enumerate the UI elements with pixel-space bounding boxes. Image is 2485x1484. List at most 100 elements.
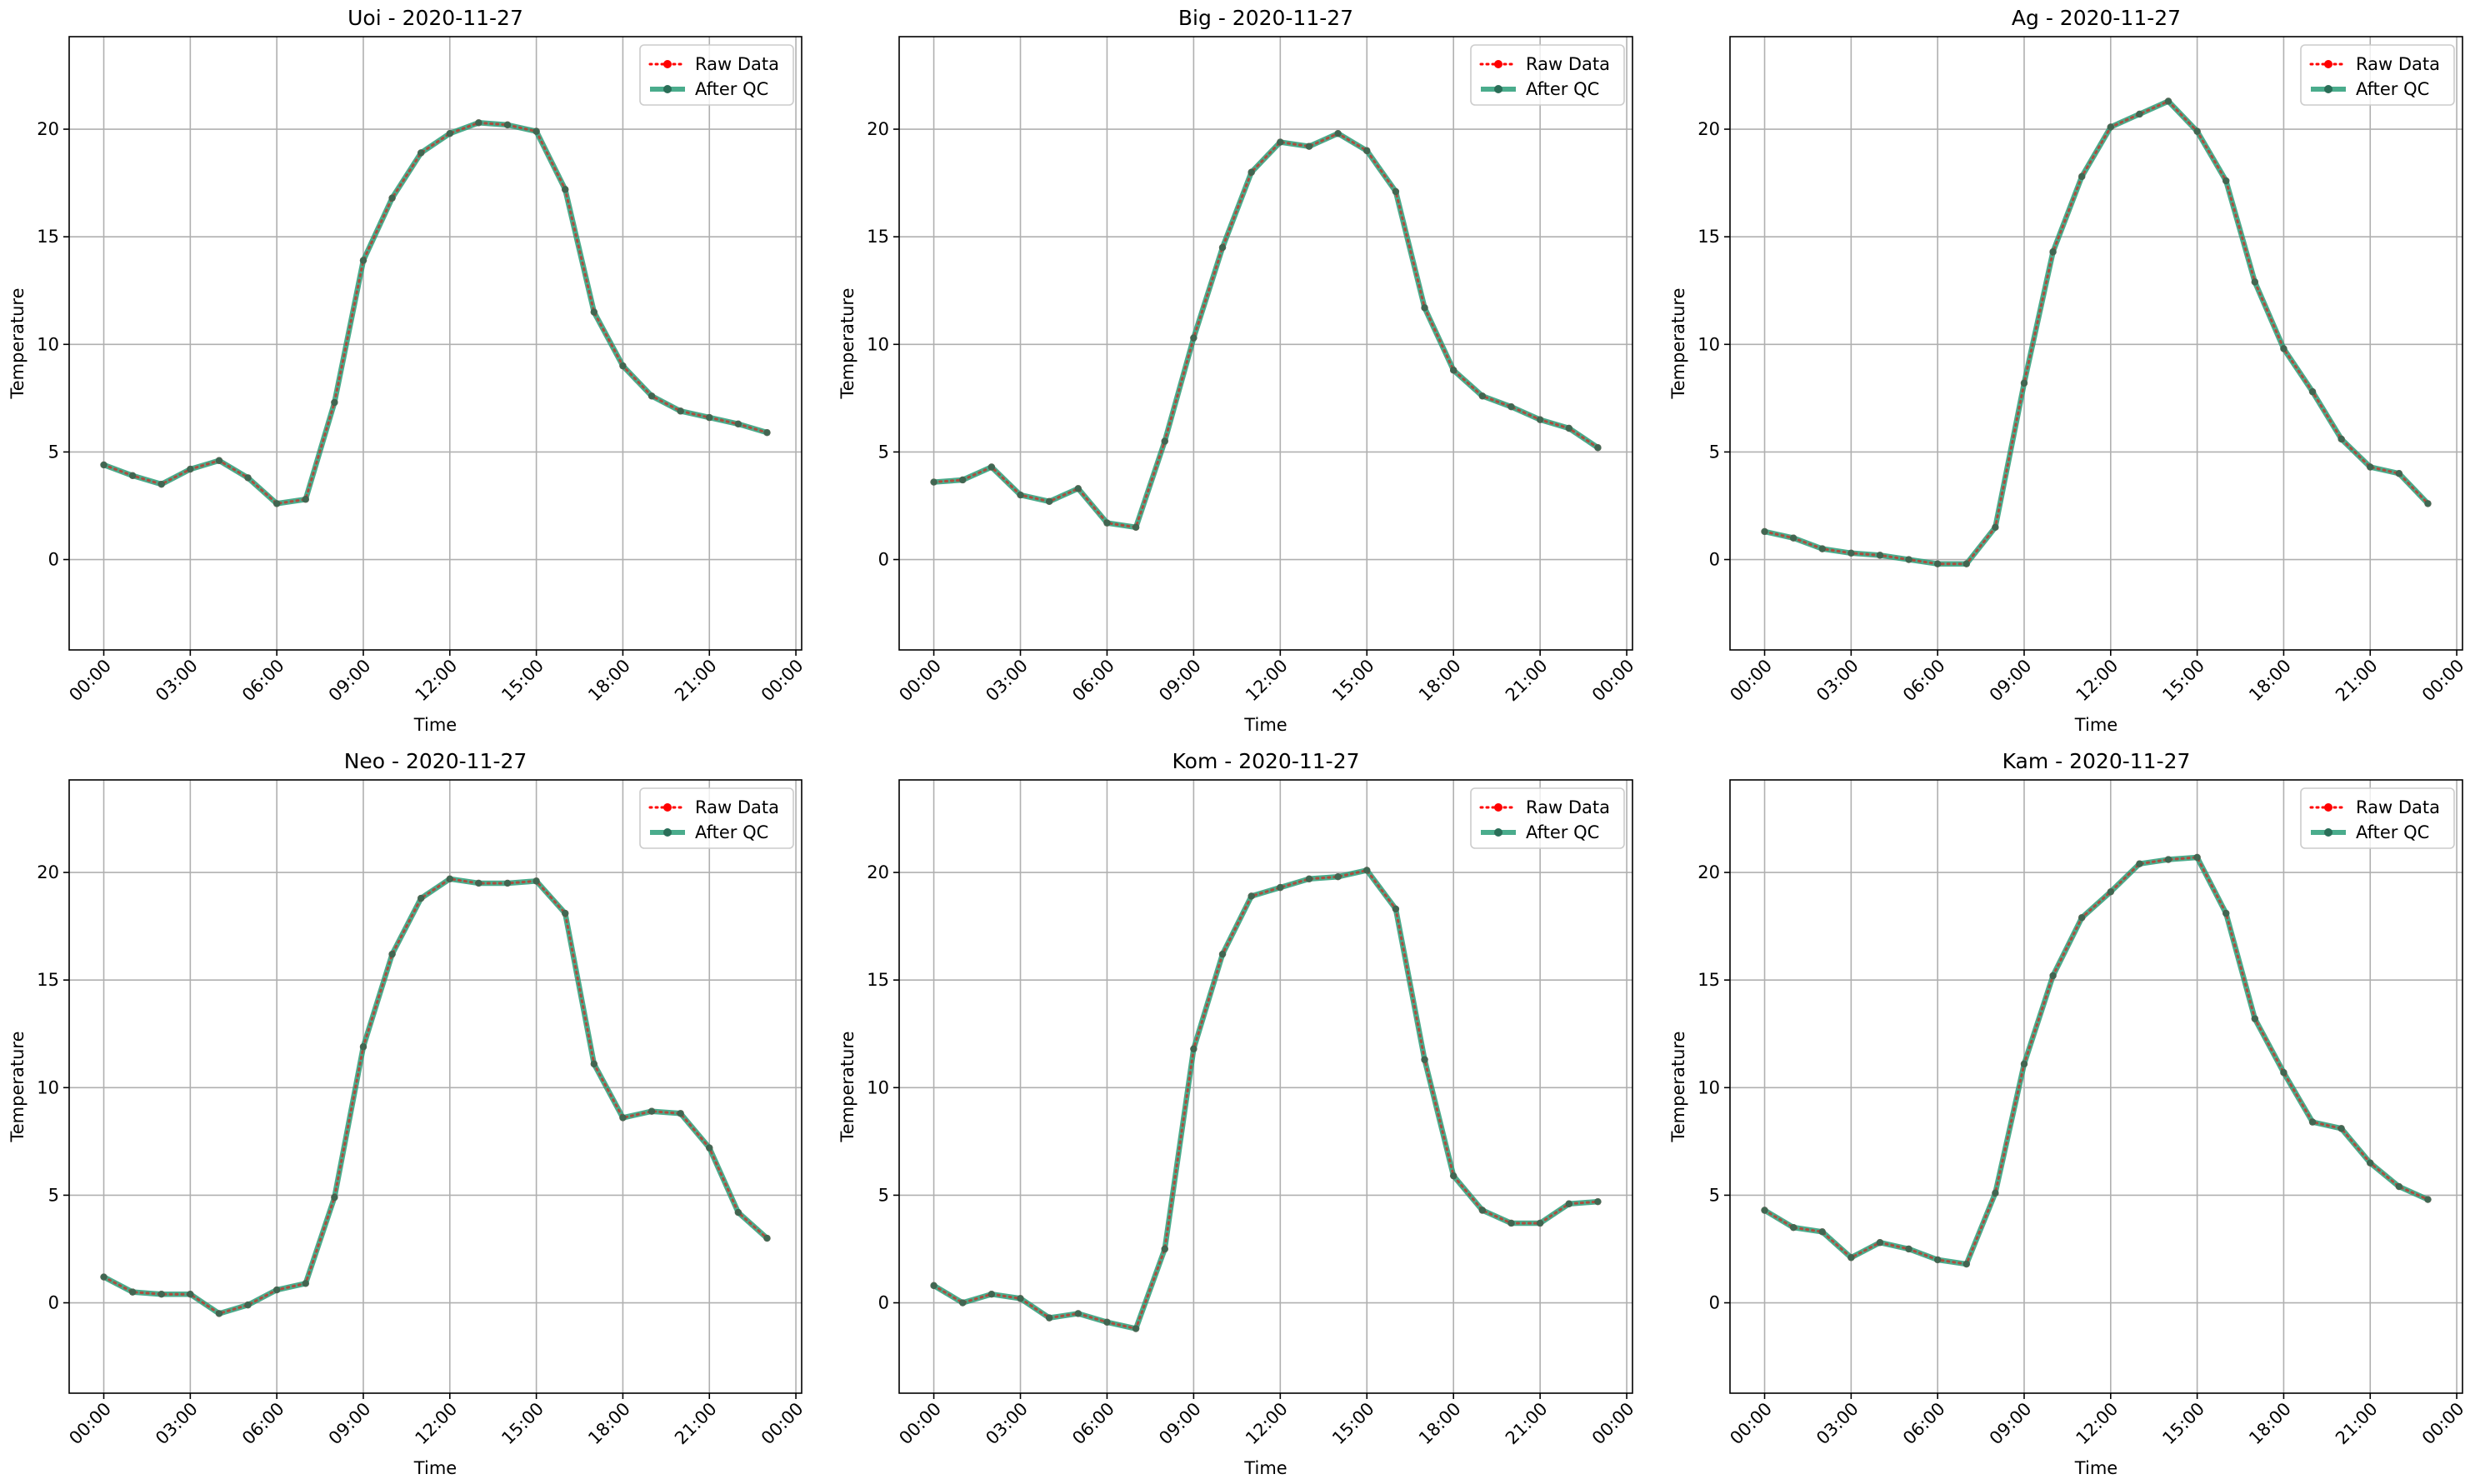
y-tick-label: 20 [37, 862, 59, 882]
after-qc-point [1508, 1219, 1515, 1227]
legend-marker-after-qc [1494, 828, 1502, 837]
after-qc-point [446, 130, 454, 137]
chart-title: Uoi - 2020-11-27 [348, 6, 523, 30]
after-qc-point [215, 1310, 223, 1317]
series-line-raw-data [102, 121, 768, 505]
after-qc-point [503, 879, 512, 887]
after-qc-point [988, 1291, 996, 1298]
x-tick-label: 09:00 [1155, 656, 1205, 706]
after-qc-point [930, 1282, 938, 1290]
after-qc-point [2164, 856, 2172, 863]
after-qc-point [2020, 379, 2028, 387]
grid [899, 780, 1632, 1393]
y-tick-label: 10 [37, 1077, 59, 1097]
after-qc-point [1848, 549, 1855, 557]
x-axis-label: Time [1243, 1458, 1287, 1478]
after-qc-point [1017, 491, 1024, 499]
x-tick-label: 06:00 [1899, 656, 1949, 706]
after-qc-point [1905, 1245, 1912, 1253]
x-tick-label: 18:00 [1415, 656, 1465, 706]
after-qc-point [1074, 1310, 1082, 1317]
after-qc-point [2338, 1125, 2345, 1132]
after-qc-point [1905, 556, 1912, 563]
x-tick-label: 00:00 [65, 1399, 115, 1449]
after-qc-point [475, 879, 482, 887]
after-qc-point [1334, 873, 1342, 881]
after-qc-point [1992, 523, 1999, 531]
legend: Raw Data After QC [1470, 787, 1625, 849]
y-tick-label: 10 [37, 334, 59, 354]
after-qc-point [959, 476, 967, 484]
after-qc-point [2280, 1069, 2288, 1077]
after-qc-point [2136, 110, 2143, 118]
after-qc-point [158, 480, 165, 488]
series-line-raw-data [932, 868, 1599, 1331]
after-qc-point [1045, 1314, 1053, 1322]
after-qc-point [187, 465, 194, 473]
after-qc-point [1594, 1197, 1602, 1206]
chart-title: Big - 2020-11-27 [1178, 6, 1353, 30]
grid [1730, 780, 2462, 1393]
y-tick-label: 0 [1709, 1293, 1720, 1313]
after-qc-point [446, 875, 454, 882]
after-qc-point [734, 420, 742, 428]
y-tick-label: 0 [48, 1293, 59, 1313]
legend: Raw Data After QC [639, 787, 794, 849]
x-tick-label: 03:00 [152, 656, 202, 706]
axes-frame [1729, 36, 2463, 651]
plot-area [930, 130, 1602, 531]
after-qc-point [562, 909, 569, 917]
series-line-raw-data [102, 877, 768, 1316]
legend-label-after-qc: After QC [2356, 822, 2429, 842]
after-qc-point [475, 119, 482, 127]
x-tick-label: 00:00 [2418, 656, 2468, 706]
after-qc-point [244, 474, 252, 482]
after-qc-point [417, 149, 425, 157]
x-tick-label: 03:00 [1812, 1399, 1862, 1449]
x-tick-label: 00:00 [2418, 1399, 2468, 1449]
after-qc-point [272, 500, 281, 507]
after-qc-point [1074, 485, 1082, 492]
y-tick-label: 10 [1698, 334, 1720, 354]
legend-marker-raw-data [1494, 60, 1502, 68]
after-qc-point [302, 496, 309, 503]
x-tick-label: 09:00 [325, 1399, 375, 1449]
y-tick-label: 10 [1698, 1077, 1720, 1097]
legend: Raw Data After QC [2300, 44, 2455, 106]
after-qc-point [2193, 127, 2201, 135]
after-qc-point [331, 398, 338, 407]
y-axis-label: Temperature [8, 287, 28, 399]
series-line-raw-data [1763, 99, 2429, 566]
after-qc-point [1449, 367, 1458, 374]
x-tick-label: 12:00 [2072, 1399, 2122, 1449]
after-qc-point [1508, 402, 1515, 411]
x-tick-label: 18:00 [1415, 1399, 1465, 1449]
after-qc-point [1218, 243, 1227, 252]
x-tick-label: 00:00 [758, 1399, 808, 1449]
x-tick-label: 06:00 [1068, 656, 1118, 706]
after-qc-point [128, 472, 137, 480]
after-qc-point [2049, 248, 2057, 256]
axes-frame [898, 36, 1633, 651]
after-qc-point [619, 362, 627, 370]
after-qc-point [648, 392, 656, 400]
after-qc-point [1962, 1260, 1970, 1268]
legend-marker-raw-data [2324, 60, 2332, 68]
after-qc-point [763, 428, 771, 437]
after-qc-point [1103, 519, 1111, 527]
chart-panel: 0 5 10 15 20 00:00 03:00 06:00 09:00 12:00 15:00 18… [1668, 749, 2468, 1478]
after-qc-point [2164, 97, 2172, 105]
y-tick-label: 15 [37, 970, 59, 990]
legend-marker-after-qc [663, 828, 672, 837]
x-tick-label: 12:00 [1242, 1399, 1292, 1449]
after-qc-point [2020, 1060, 2028, 1068]
legend-label-raw-data: Raw Data [695, 54, 779, 74]
x-axis-label: Time [413, 715, 457, 735]
after-qc-point [2395, 470, 2403, 477]
x-axis-label: Time [2074, 1458, 2118, 1478]
x-tick-label: 00:00 [895, 656, 945, 706]
x-tick-label: 00:00 [1588, 656, 1638, 706]
legend-marker-raw-data [1494, 803, 1502, 812]
after-qc-point [2424, 1196, 2432, 1203]
